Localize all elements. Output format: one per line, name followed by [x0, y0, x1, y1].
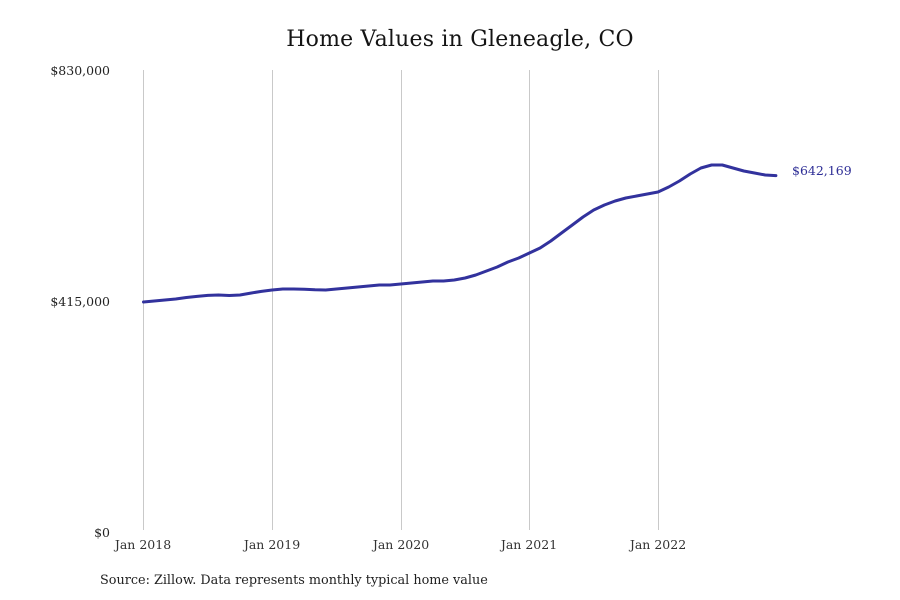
x-axis-tick-jan-2019: Jan 2019 [243, 537, 301, 552]
source-note: Source: Zillow. Data represents monthly … [100, 573, 488, 588]
gridline-jan-2022 [658, 70, 659, 530]
chart-title: Home Values in Gleneagle, CO [286, 27, 634, 52]
x-axis-tick-jan-2021: Jan 2021 [500, 537, 558, 552]
gridline-jan-2021 [529, 70, 530, 530]
gridline-jan-2018 [143, 70, 144, 530]
x-axis-tick-jan-2018: Jan 2018 [114, 537, 172, 552]
y-axis-tick-415000: $415,000 [50, 294, 110, 309]
y-axis-tick-830000: $830,000 [50, 63, 110, 78]
home-value-line [142, 163, 778, 304]
gridline-jan-2019 [272, 70, 273, 530]
gridline-jan-2020 [401, 70, 402, 530]
x-axis-tick-jan-2020: Jan 2020 [372, 537, 430, 552]
y-axis-tick-0: $0 [94, 525, 110, 540]
x-axis-tick-jan-2022: Jan 2022 [629, 537, 687, 552]
end-value-label: $642,169 [792, 163, 852, 178]
